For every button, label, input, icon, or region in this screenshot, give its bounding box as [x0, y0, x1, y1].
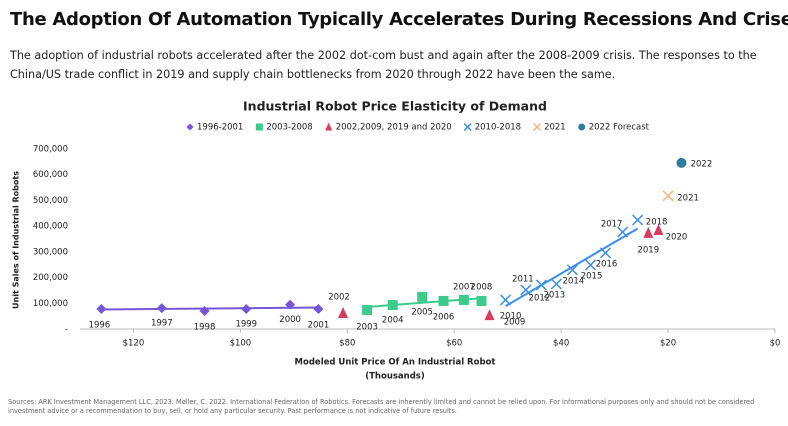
chart-title: Industrial Robot Price Elasticity of Dem… — [243, 99, 547, 114]
y-tick-label: 200,000 — [33, 273, 68, 283]
legend-label: 2010-2018 — [475, 123, 521, 133]
y-tick-label: 100,000 — [33, 299, 68, 309]
point-label: 2016 — [596, 259, 618, 269]
point — [362, 304, 373, 315]
trendline — [101, 306, 319, 311]
point-label: 1996 — [89, 320, 111, 330]
legend-label: 1996-2001 — [197, 123, 243, 133]
x-axis-title: Modeled Unit Price Of An Industrial Robo… — [295, 358, 496, 368]
point-label: 2001 — [308, 320, 330, 330]
point — [585, 259, 597, 271]
point — [417, 291, 428, 302]
legend-item: 1996-2001 — [186, 123, 243, 133]
point — [96, 303, 107, 314]
legend-item: 2002,2009, 2019 and 2020 — [325, 122, 452, 133]
y-axis-title: Unit Sales of Industrial Robots — [12, 171, 21, 309]
point — [484, 309, 495, 321]
point-label: 2003 — [356, 322, 378, 332]
legend-label: 2022 Forecast — [589, 123, 650, 133]
legend-marker — [533, 122, 542, 132]
point-label: 2012 — [529, 294, 551, 304]
legend-label: 2002,2009, 2019 and 2020 — [336, 123, 452, 133]
point — [156, 303, 167, 314]
point-label: 2021 — [677, 193, 699, 203]
point-label: 2015 — [581, 271, 603, 281]
y-tick-label: 600,000 — [33, 170, 68, 180]
point — [500, 294, 512, 306]
point — [438, 295, 449, 306]
trendline — [505, 227, 639, 308]
point — [338, 307, 349, 319]
point — [550, 278, 562, 290]
point-label: 2019 — [637, 245, 659, 255]
legend-marker — [463, 122, 472, 132]
point — [535, 279, 547, 291]
point-label: 2022 — [691, 159, 713, 169]
point-label: 2011 — [512, 274, 534, 284]
point — [617, 226, 629, 238]
point-label: 2014 — [563, 276, 585, 286]
point — [643, 226, 654, 238]
point-label: 2007 — [453, 282, 475, 292]
legend-label: 2003-2008 — [266, 123, 312, 133]
x-tick-label: $20 — [660, 339, 676, 349]
y-tick-label: 500,000 — [33, 196, 68, 206]
point-label: 2000 — [279, 315, 301, 325]
point-label: 2010 — [500, 311, 522, 321]
legend-item: 2003-2008 — [255, 123, 313, 133]
legend-marker — [325, 122, 333, 131]
point — [285, 299, 296, 310]
x-tick-label: $0 — [770, 339, 781, 349]
page-title: The Adoption Of Automation Typically Acc… — [10, 9, 788, 30]
point-label: 1999 — [235, 319, 257, 329]
x-tick-label: $80 — [339, 339, 355, 349]
point — [241, 303, 252, 314]
legend-marker — [578, 123, 586, 131]
legend-item: 2021 — [533, 122, 566, 133]
point-label: 2006 — [433, 312, 455, 322]
legend-item: 2022 Forecast — [578, 123, 650, 133]
y-tick-label: 300,000 — [33, 247, 68, 257]
legend-label: 2021 — [544, 123, 566, 133]
legend-marker — [255, 123, 263, 131]
point-label: 2005 — [411, 307, 433, 317]
point — [599, 247, 612, 259]
point — [676, 157, 687, 168]
x-axis-unit: (Thousands) — [365, 372, 425, 382]
x-tick-label: $40 — [553, 339, 569, 349]
point — [476, 295, 487, 306]
point — [387, 300, 398, 311]
chart: Industrial Robot Price Elasticity of Dem… — [12, 99, 781, 382]
point-label: 2013 — [544, 291, 566, 301]
point-label: 2009 — [504, 318, 526, 328]
point — [313, 303, 324, 314]
point — [662, 190, 674, 202]
point-label: 2008 — [471, 282, 493, 292]
x-tick-label: $60 — [446, 339, 462, 349]
point — [566, 264, 578, 276]
point-label: 2004 — [382, 316, 404, 326]
legend-item: 2010-2018 — [463, 122, 521, 133]
point-label: 1998 — [194, 323, 216, 333]
x-tick-label: $100 — [230, 339, 252, 349]
point — [199, 306, 210, 316]
page-subtitle: The adoption of industrial robots accele… — [10, 49, 757, 81]
y-tick-label: 700,000 — [33, 145, 68, 155]
point — [632, 214, 644, 226]
point-label: 2018 — [646, 217, 668, 227]
point — [458, 294, 469, 305]
point-label: 1997 — [151, 319, 173, 329]
point — [653, 224, 664, 235]
y-tick-label: 400,000 — [33, 222, 68, 232]
point-label: 2017 — [601, 220, 623, 230]
legend-marker — [186, 123, 194, 131]
y-tick-label: - — [65, 325, 68, 335]
x-tick-label: $120 — [123, 339, 145, 349]
sources: Sources: ARK Investment Management LLC, … — [8, 398, 755, 415]
point — [520, 284, 532, 296]
point-label: 2020 — [666, 233, 688, 243]
point-label: 2002 — [328, 293, 350, 303]
